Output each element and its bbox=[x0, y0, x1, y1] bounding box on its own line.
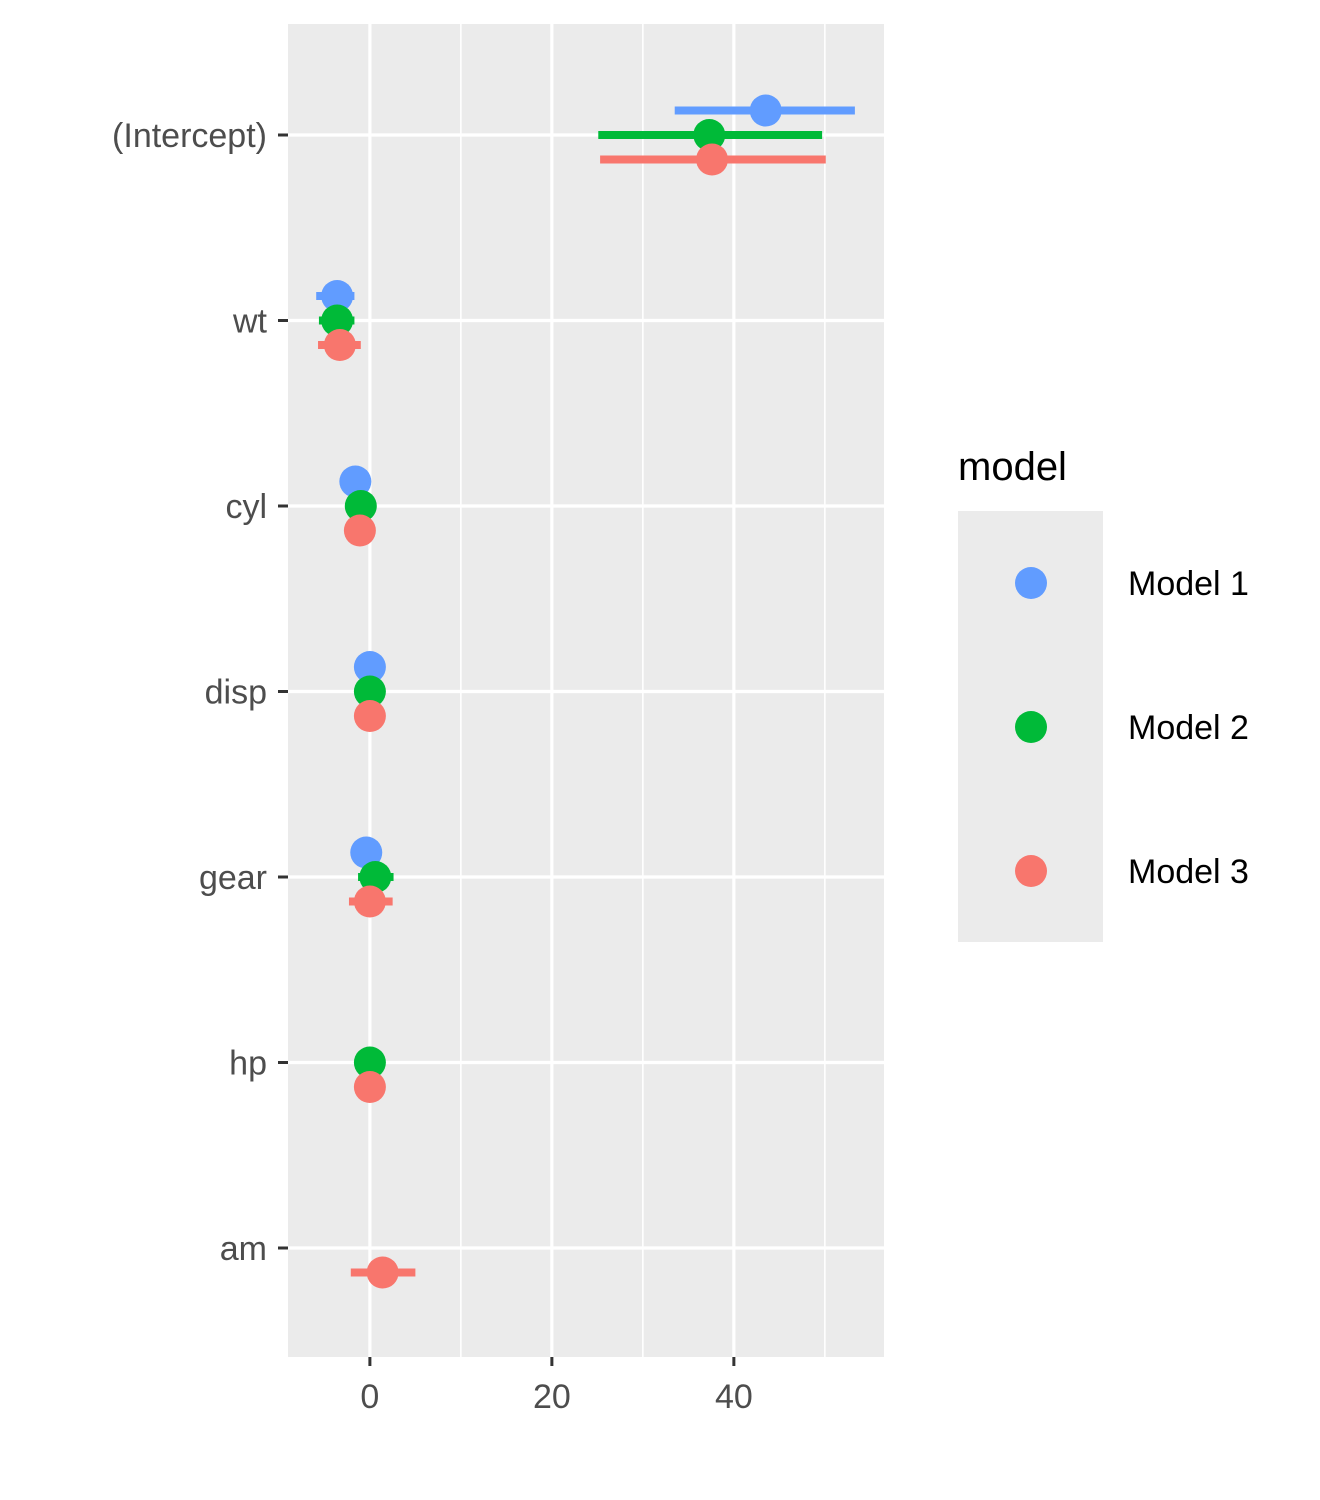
coefficient-point bbox=[353, 651, 386, 683]
coefficient-point bbox=[344, 490, 377, 522]
coefficient-point bbox=[353, 700, 386, 732]
y-axis: (Intercept) wt cyl disp gear hp am bbox=[112, 117, 288, 1268]
coefficient-point bbox=[353, 1046, 386, 1079]
x-tick-label: 20 bbox=[533, 1378, 571, 1416]
y-tick-label: hp bbox=[229, 1045, 267, 1083]
coefficient-point bbox=[321, 280, 354, 312]
coefficient-point bbox=[693, 119, 726, 151]
y-tick-label: am bbox=[220, 1230, 267, 1268]
legend-key bbox=[1015, 711, 1047, 743]
coefficient-point bbox=[353, 885, 386, 918]
legend: model Model 1 Model 2 Model 3 bbox=[958, 445, 1249, 942]
legend-key bbox=[1015, 855, 1047, 887]
coefficient-point bbox=[339, 465, 372, 498]
legend-label: Model 3 bbox=[1128, 853, 1249, 891]
y-tick-label: (Intercept) bbox=[112, 117, 267, 155]
x-tick-label: 0 bbox=[360, 1378, 379, 1416]
coefficient-point bbox=[749, 94, 782, 127]
x-axis: 0 20 40 bbox=[360, 1357, 753, 1416]
coefficient-point bbox=[321, 304, 354, 337]
legend-label: Model 1 bbox=[1128, 565, 1249, 603]
legend-entries: Model 1 Model 2 Model 3 bbox=[1015, 565, 1249, 891]
coefficient-point bbox=[350, 836, 383, 869]
coefficient-point bbox=[696, 143, 729, 176]
coefficient-point bbox=[343, 514, 376, 547]
y-tick-label: disp bbox=[205, 674, 267, 712]
coefficient-point bbox=[359, 861, 392, 893]
y-tick-label: gear bbox=[199, 859, 267, 897]
data-marks bbox=[316, 94, 855, 1289]
y-tick-label: cyl bbox=[225, 488, 267, 526]
x-tick-label: 40 bbox=[715, 1378, 753, 1416]
coefficient-point bbox=[366, 1256, 399, 1289]
coefficient-point bbox=[353, 675, 386, 708]
legend-key bbox=[1015, 567, 1047, 599]
grid-lines bbox=[288, 24, 884, 1357]
coefficient-point bbox=[353, 1071, 386, 1103]
legend-title: model bbox=[958, 445, 1067, 489]
y-tick-label: wt bbox=[232, 303, 268, 341]
coefficient-point bbox=[323, 329, 356, 361]
legend-label: Model 2 bbox=[1128, 709, 1249, 747]
